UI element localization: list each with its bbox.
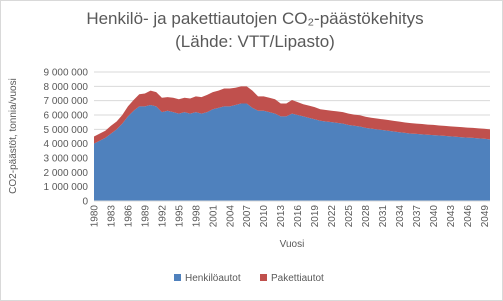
x-tick-label: 2028	[361, 205, 372, 228]
x-tick-label: 2001	[208, 205, 219, 228]
x-tick-label: 2034	[395, 205, 406, 228]
x-axis-label: Vuosi	[280, 239, 305, 250]
x-tick-label: 2004	[225, 205, 236, 228]
x-tick-label: 2022	[327, 205, 338, 228]
y-tick-label: 8 000 000	[44, 82, 89, 93]
y-tick-label: 3 000 000	[44, 154, 89, 165]
x-tick-label: 2007	[242, 205, 253, 228]
y-tick-label: 6 000 000	[44, 111, 89, 122]
x-tick-label: 1986	[123, 205, 134, 228]
y-tick-label: 9 000 000	[44, 68, 89, 79]
legend-swatch	[174, 274, 181, 281]
x-tick-label: 2049	[480, 205, 491, 228]
y-tick-label: 4 000 000	[44, 139, 89, 150]
y-tick-label: 5 000 000	[44, 125, 89, 136]
y-tick-label: 0	[82, 197, 88, 208]
x-tick-label: 1992	[157, 205, 168, 228]
chart-title: Henkilö- ja pakettiautojen CO₂-päästökeh…	[86, 9, 423, 28]
y-tick-label: 7 000 000	[44, 96, 89, 107]
area	[94, 103, 490, 201]
y-axis-label: CO2-päästöt, tonnia/vuosi	[8, 78, 19, 194]
legend-swatch	[260, 274, 267, 281]
legend-label: Pakettiautot	[271, 273, 324, 284]
x-tick-label: 2043	[446, 205, 457, 228]
x-tick-label: 1983	[106, 205, 117, 228]
x-tick-label: 2037	[412, 205, 423, 228]
x-tick-label: 2025	[344, 205, 355, 228]
legend-label: Henkilöautot	[185, 273, 241, 284]
x-tick-label: 2019	[310, 205, 321, 228]
area	[94, 86, 490, 144]
x-tick-label: 2016	[293, 205, 304, 228]
x-tick-label: 2010	[259, 205, 270, 228]
x-tick-label: 1989	[140, 205, 151, 228]
chart-subtitle: (Lähde: VTT/Lipasto)	[175, 32, 335, 51]
x-tick-label: 1980	[90, 205, 101, 228]
y-tick-label: 1 000 000	[44, 182, 89, 193]
x-tick-label: 2013	[276, 205, 287, 228]
x-tick-label: 1998	[191, 205, 202, 228]
y-tick-label: 2 000 000	[44, 168, 89, 179]
x-tick-label: 2046	[463, 205, 474, 228]
x-tick-label: 1995	[174, 205, 185, 228]
x-tick-label: 2031	[378, 205, 389, 228]
x-tick-label: 2040	[429, 205, 440, 228]
